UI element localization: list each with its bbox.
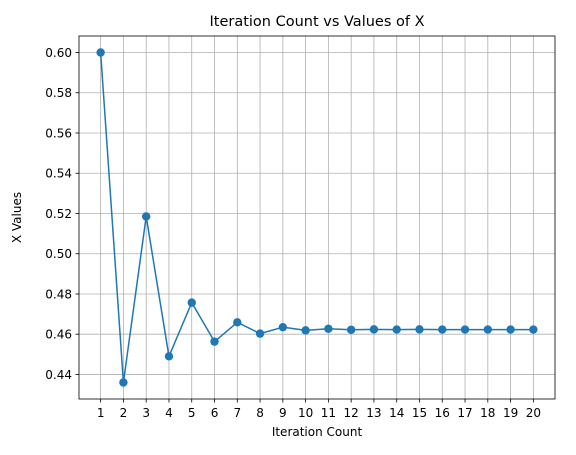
y-tick-label: 0.54: [45, 167, 72, 181]
x-tick-label: 11: [321, 406, 336, 420]
data-point: [415, 325, 424, 334]
x-tick-label: 10: [298, 406, 313, 420]
x-tick-label: 19: [503, 406, 518, 420]
data-point: [141, 212, 151, 221]
y-tick-label: 0.60: [45, 46, 72, 60]
x-tick-label: 20: [526, 406, 541, 420]
x-tick-label: 4: [165, 406, 173, 420]
data-point: [392, 325, 401, 334]
data-point: [301, 326, 310, 335]
data-point: [460, 325, 470, 334]
x-tick-label: 6: [211, 406, 219, 420]
x-tick-label: 9: [279, 406, 287, 420]
axes-frame: [78, 35, 556, 400]
data-point: [210, 337, 219, 346]
data-point: [119, 378, 128, 387]
x-tick-label: 13: [366, 406, 381, 420]
y-tick-label: 0.46: [45, 328, 72, 342]
data-point: [233, 318, 242, 327]
x-tick-label: 18: [480, 406, 495, 420]
x-tick-label: 14: [389, 406, 404, 420]
data-point: [324, 324, 333, 333]
y-tick-label: 0.56: [45, 126, 72, 140]
x-tick-label: 2: [120, 406, 128, 420]
x-tick-label: 5: [188, 406, 196, 420]
chart-title: Iteration Count vs Values of X: [209, 14, 424, 30]
x-tick-label: 12: [344, 406, 359, 420]
y-axis-label: X Values: [10, 192, 24, 243]
y-tick-label: 0.48: [45, 287, 72, 301]
x-tick-label: 16: [435, 406, 450, 420]
data-point: [164, 352, 174, 361]
grid: [79, 36, 555, 399]
data-point: [255, 329, 265, 338]
y-tick-label: 0.50: [45, 247, 72, 261]
x-tick-label: 17: [457, 406, 472, 420]
axes: [75, 35, 556, 403]
data-point: [529, 325, 538, 334]
data-series: [96, 48, 538, 387]
data-point: [278, 322, 288, 332]
x-tick-label: 8: [256, 406, 264, 420]
data-point: [369, 325, 379, 334]
x-tick-label: 1: [97, 406, 105, 420]
data-point: [483, 325, 493, 334]
data-point: [506, 325, 515, 334]
data-point: [438, 325, 447, 334]
data-point: [187, 298, 196, 307]
y-tick-label: 0.52: [45, 207, 72, 221]
x-tick-label: 3: [142, 406, 150, 420]
data-point: [96, 48, 105, 57]
x-axis-label: Iteration Count: [272, 425, 363, 439]
y-tick-label: 0.44: [45, 368, 72, 382]
y-tick-label: 0.58: [45, 86, 72, 100]
data-point: [346, 325, 356, 334]
x-tick-label: 7: [233, 406, 241, 420]
chart-text: Iteration Count vs Values of X Iteration…: [10, 14, 541, 439]
x-tick-label: 15: [412, 406, 427, 420]
